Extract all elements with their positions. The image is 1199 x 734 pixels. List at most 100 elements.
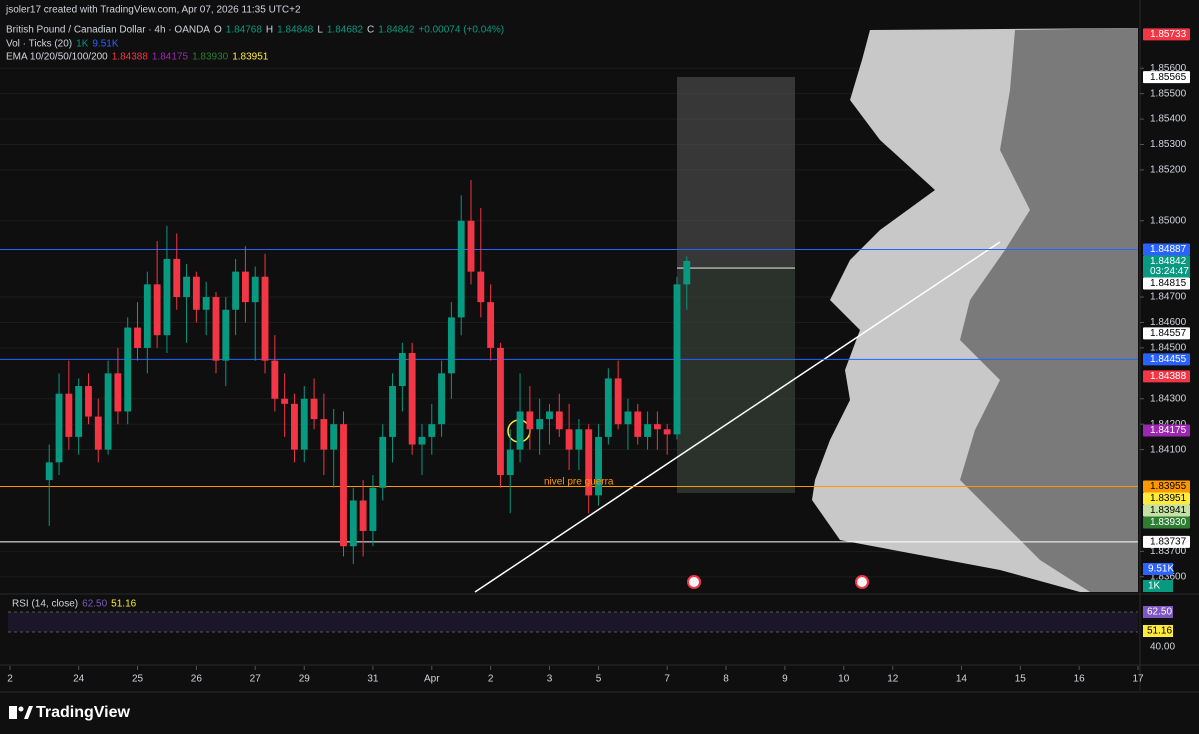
x-tick-label: 24 bbox=[73, 674, 85, 685]
price-tag-label: 1.83951 bbox=[1150, 493, 1187, 504]
ohlc-value: 1.84848 bbox=[277, 25, 314, 36]
ohlc-key: L bbox=[317, 25, 323, 36]
price-tag-label: 1.84887 bbox=[1150, 244, 1187, 255]
candles bbox=[45, 180, 691, 565]
y-tick-label: 1.84600 bbox=[1150, 317, 1187, 328]
logo-mark bbox=[9, 706, 17, 719]
candle-body bbox=[134, 327, 141, 348]
levels bbox=[0, 249, 1138, 543]
rsi-value: 62.50 bbox=[82, 599, 107, 610]
x-tick-label: 7 bbox=[664, 674, 670, 685]
candle-body bbox=[55, 393, 63, 463]
y-tick-label: 1.83600 bbox=[1150, 571, 1187, 582]
x-tick-label: 26 bbox=[191, 674, 203, 685]
candle-body bbox=[163, 258, 171, 336]
price-tag-label: 1.84455 bbox=[1150, 354, 1187, 365]
ohlc-key: O bbox=[214, 25, 222, 36]
ohlc-key: H bbox=[266, 25, 273, 36]
candle-body bbox=[398, 352, 406, 387]
volume-value: 9.51K bbox=[92, 39, 118, 50]
logo-mark bbox=[24, 706, 33, 719]
x-tick-label: 16 bbox=[1074, 674, 1086, 685]
candle-body bbox=[506, 449, 514, 476]
y-tick-label: 1.84700 bbox=[1150, 292, 1187, 303]
x-tick-label: 27 bbox=[250, 674, 262, 685]
logo-mark bbox=[18, 706, 24, 712]
candle-body bbox=[418, 436, 426, 445]
price-tag-label: 1.83955 bbox=[1150, 481, 1187, 492]
symbol: British Pound / Canadian Dollar · 4h · O… bbox=[6, 25, 210, 36]
candle-body bbox=[104, 373, 112, 450]
volume-tag bbox=[1143, 580, 1173, 592]
rsi-tag bbox=[1143, 625, 1173, 637]
candle-body bbox=[585, 429, 593, 496]
y-tick-label: 1.84200 bbox=[1150, 419, 1187, 430]
ema-value: 1.84175 bbox=[152, 52, 189, 63]
candle-body bbox=[114, 373, 122, 412]
legend: British Pound / Canadian Dollar · 4h · O… bbox=[6, 25, 504, 63]
candle-body bbox=[624, 411, 632, 425]
price-tag-label: 1.84175 bbox=[1150, 425, 1187, 436]
candle-body bbox=[251, 276, 259, 303]
candle-body bbox=[467, 220, 475, 272]
candle-body bbox=[408, 352, 416, 445]
candle-body bbox=[663, 429, 671, 435]
price-tag-label: 1.85565 bbox=[1150, 72, 1187, 83]
rsi-tick-label: 40.00 bbox=[1150, 642, 1175, 653]
candle-body bbox=[349, 500, 357, 547]
price-tag-label: 1.84388 bbox=[1150, 371, 1187, 382]
y-tick-label: 1.84500 bbox=[1150, 343, 1187, 354]
candle-body bbox=[428, 424, 436, 437]
event-icon bbox=[687, 575, 701, 589]
price-tag-label: 1.83737 bbox=[1150, 537, 1187, 548]
y-tick-label: 1.85500 bbox=[1150, 88, 1187, 99]
candle-body bbox=[604, 378, 612, 437]
y-tick-label: 1.85200 bbox=[1150, 165, 1187, 176]
ohlc-value: 1.84768 bbox=[226, 25, 263, 36]
brand: TradingView bbox=[36, 704, 131, 721]
price-tag bbox=[1143, 71, 1190, 84]
candle-body bbox=[271, 360, 279, 399]
candle-body bbox=[683, 260, 691, 285]
candle-body bbox=[192, 276, 200, 310]
y-tick-label: 1.84300 bbox=[1150, 393, 1187, 404]
candle-body bbox=[291, 403, 298, 450]
x-tick-label: 29 bbox=[299, 674, 311, 685]
candle-body bbox=[261, 276, 269, 361]
ema-value: 1.83951 bbox=[232, 52, 269, 63]
candle-body bbox=[516, 411, 524, 450]
volume-name: Vol · Ticks (20) bbox=[6, 39, 72, 50]
ohlc-value: 1.84842 bbox=[378, 25, 415, 36]
x-tick-label: 8 bbox=[723, 674, 729, 685]
rsi-value: 51.16 bbox=[111, 599, 136, 610]
candle-body bbox=[614, 378, 622, 425]
candle-body bbox=[94, 416, 102, 450]
volume-tag-label: 1K bbox=[1148, 581, 1161, 592]
rsi-tag-label: 51.16 bbox=[1147, 626, 1172, 637]
candle-body bbox=[575, 429, 583, 450]
candle-body bbox=[222, 309, 230, 361]
candle-body bbox=[202, 297, 210, 310]
rsi-tag-label: 62.50 bbox=[1147, 607, 1172, 618]
ohlc-key: C bbox=[367, 25, 374, 36]
candle-body bbox=[212, 297, 220, 361]
price-tag bbox=[1143, 535, 1190, 548]
volume-tag-label: 9.51K bbox=[1148, 564, 1174, 575]
x-tick-label: 17 bbox=[1132, 674, 1144, 685]
logo bbox=[9, 706, 33, 719]
candle-body bbox=[330, 424, 338, 450]
y-tick-label: 1.85300 bbox=[1150, 139, 1187, 150]
x-tick-label: 31 bbox=[367, 674, 379, 685]
change: +0.00074 (+0.04%) bbox=[418, 25, 504, 36]
candle-body bbox=[644, 424, 651, 437]
candle-body bbox=[673, 284, 681, 435]
event-icon bbox=[855, 575, 869, 589]
candle-body bbox=[595, 436, 602, 496]
x-tick-label: 10 bbox=[838, 674, 850, 685]
candle-body bbox=[565, 429, 573, 450]
price-axis: 1.85600 1.85500 1.85400 1.85300 1.85200 1.850… bbox=[1140, 28, 1190, 592]
candle-body bbox=[300, 398, 308, 450]
candle-body bbox=[153, 284, 161, 336]
candle-body bbox=[173, 258, 181, 298]
candle-body bbox=[497, 347, 504, 476]
